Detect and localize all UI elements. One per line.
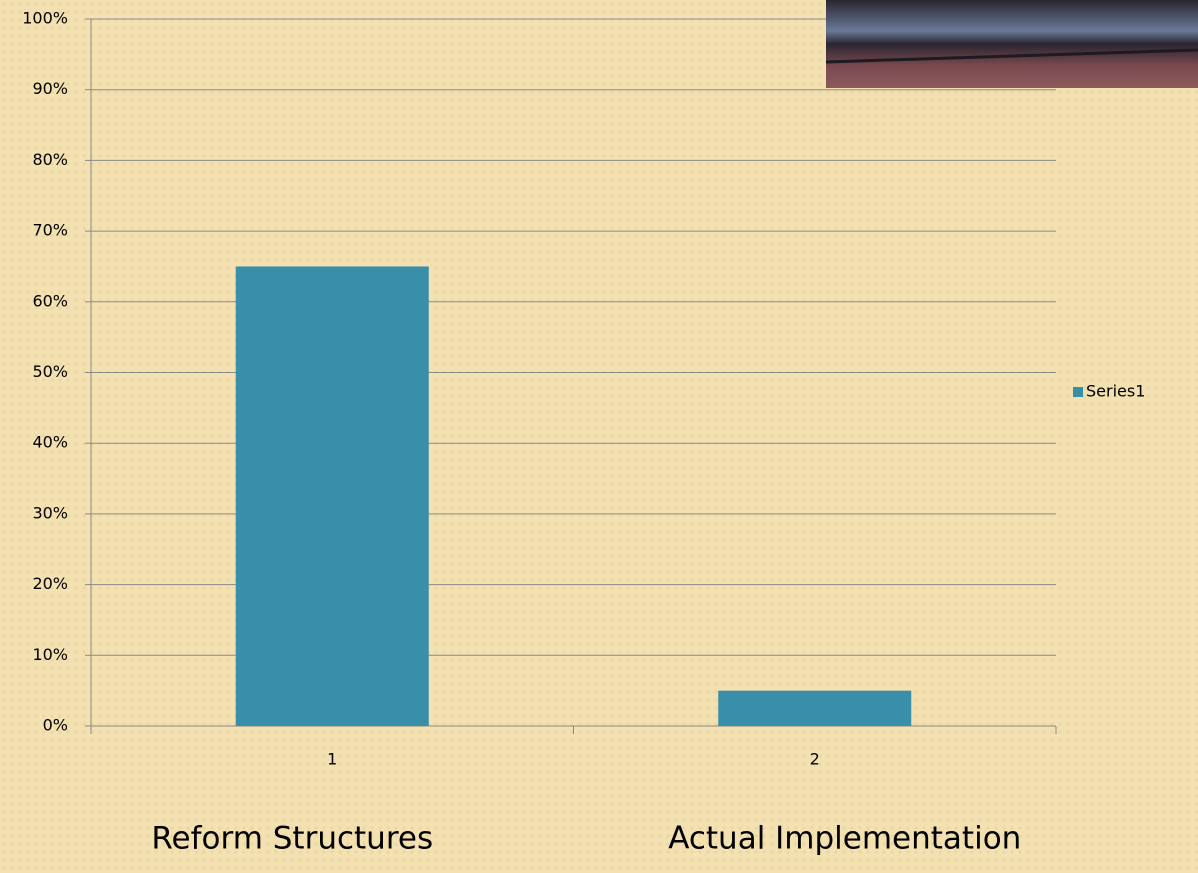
annotation: Reform Structures bbox=[151, 821, 433, 857]
y-tick-label: 20% bbox=[32, 574, 68, 593]
bar bbox=[235, 266, 429, 726]
y-tick-label: 90% bbox=[32, 79, 68, 98]
photo bbox=[826, 0, 1198, 88]
plot: 0% 10% 20% 30% 40% 50% 60% 70% 80% 90% 100% 1 2 Serie… bbox=[22, 9, 1145, 857]
y-tick-label: 40% bbox=[32, 433, 68, 452]
y-tick-label: 50% bbox=[32, 362, 68, 381]
bar bbox=[718, 690, 912, 726]
legend-swatch bbox=[1073, 387, 1083, 397]
photo-stripe bbox=[825, 48, 1198, 64]
legend-label: Series1 bbox=[1086, 382, 1145, 401]
x-tick-label: 2 bbox=[810, 750, 820, 769]
x-tick-label: 1 bbox=[327, 750, 337, 769]
y-tick-label: 0% bbox=[43, 716, 68, 735]
y-tick-label: 80% bbox=[32, 150, 68, 169]
y-tick-label: 30% bbox=[32, 503, 68, 522]
y-tick-label: 10% bbox=[32, 645, 68, 664]
annotation: Actual Implementation bbox=[668, 821, 1021, 857]
y-tick-label: 100% bbox=[22, 9, 68, 28]
y-tick-label: 70% bbox=[32, 221, 68, 240]
y-tick-label: 60% bbox=[32, 291, 68, 310]
